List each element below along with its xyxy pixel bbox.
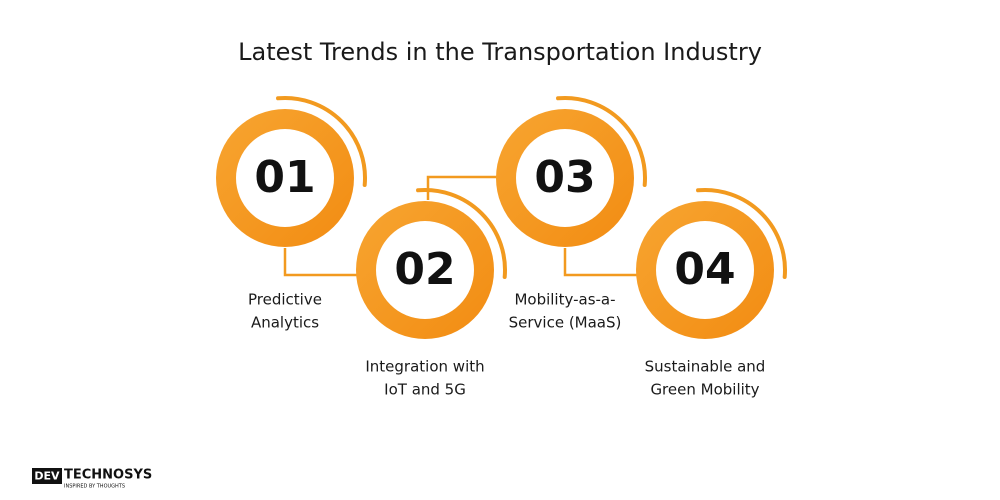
step-label: Integration with: [365, 358, 484, 376]
ring-arc: [276, 96, 367, 187]
ring-arc: [696, 188, 787, 279]
step-label: Predictive: [248, 291, 322, 309]
ring-inner: [236, 129, 334, 227]
connectors: [283, 175, 638, 277]
logo: DEV TECHNOSYS INSPIRED BY THOUGHTS: [32, 468, 152, 490]
connector: [283, 248, 358, 277]
step-number: 04: [674, 244, 735, 295]
logo-tagline: INSPIRED BY THOUGHTS: [64, 484, 125, 490]
title: Latest Trends in the Transportation Indu…: [238, 38, 762, 66]
step-label: Mobility-as-a-: [514, 291, 615, 309]
connector: [426, 175, 497, 200]
step-label: IoT and 5G: [384, 381, 466, 399]
logo-box: [32, 468, 62, 484]
logo-right: TECHNOSYS: [64, 468, 152, 483]
step-label: Green Mobility: [650, 381, 759, 399]
step-number: 01: [254, 152, 315, 203]
step-number: 03: [534, 152, 595, 203]
connector: [563, 248, 638, 277]
logo-left: DEV: [34, 470, 60, 483]
step-label: Analytics: [251, 314, 319, 332]
ring-inner: [516, 129, 614, 227]
ring-arc: [416, 188, 507, 279]
step-label: Service (MaaS): [509, 314, 622, 332]
ring-arc: [556, 96, 647, 187]
step-number: 02: [394, 244, 455, 295]
steps: 01 Predictive Analytics 02 Integration with I…: [216, 96, 787, 399]
step-label: Sustainable and: [645, 358, 766, 376]
ring-inner: [376, 221, 474, 319]
ring-inner: [656, 221, 754, 319]
